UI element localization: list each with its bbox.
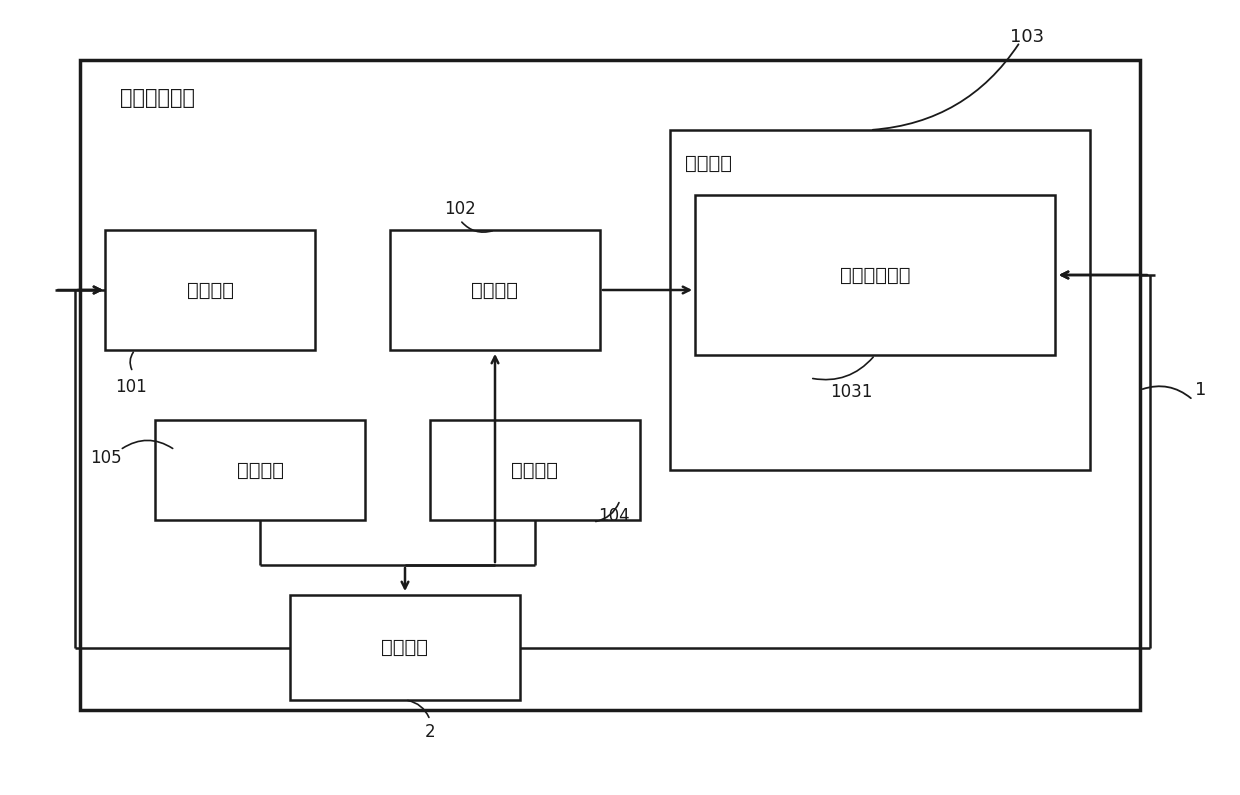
Text: 下发模块: 下发模块 bbox=[511, 460, 558, 479]
Bar bbox=[290, 595, 520, 700]
Text: 101: 101 bbox=[115, 378, 146, 396]
Text: 1031: 1031 bbox=[830, 383, 873, 401]
Bar bbox=[430, 420, 640, 520]
Text: 103: 103 bbox=[1011, 28, 1044, 46]
Text: 2: 2 bbox=[424, 723, 435, 741]
Text: 104: 104 bbox=[598, 507, 630, 525]
Text: 管理模块: 管理模块 bbox=[684, 153, 732, 173]
Text: 监听模块: 监听模块 bbox=[237, 460, 284, 479]
Text: 网络管理装置: 网络管理装置 bbox=[120, 88, 195, 108]
Text: 102: 102 bbox=[444, 200, 476, 218]
Bar bbox=[694, 195, 1055, 355]
Bar bbox=[81, 60, 1140, 710]
Text: 识别模块: 识别模块 bbox=[471, 281, 518, 300]
Text: 1: 1 bbox=[1195, 381, 1207, 399]
Text: 数据解析单元: 数据解析单元 bbox=[839, 266, 910, 285]
Bar bbox=[670, 130, 1090, 470]
Text: 配置模块: 配置模块 bbox=[186, 281, 233, 300]
Bar bbox=[105, 230, 315, 350]
Text: 目标设备: 目标设备 bbox=[382, 638, 429, 657]
Bar bbox=[391, 230, 600, 350]
Bar bbox=[155, 420, 365, 520]
Text: 105: 105 bbox=[91, 449, 122, 467]
